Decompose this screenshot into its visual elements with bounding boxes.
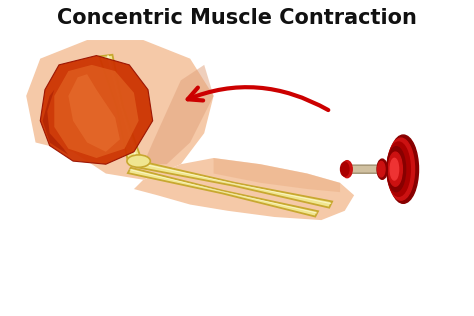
Ellipse shape — [388, 152, 402, 186]
Polygon shape — [99, 55, 140, 159]
Ellipse shape — [377, 159, 387, 179]
Polygon shape — [129, 169, 317, 214]
Ellipse shape — [390, 158, 399, 180]
Ellipse shape — [387, 138, 415, 200]
Polygon shape — [55, 65, 138, 158]
FancyBboxPatch shape — [343, 165, 403, 173]
Ellipse shape — [387, 147, 406, 192]
Polygon shape — [68, 74, 120, 152]
Polygon shape — [134, 158, 354, 220]
Ellipse shape — [388, 135, 419, 203]
Polygon shape — [214, 158, 340, 192]
Polygon shape — [139, 163, 331, 204]
Ellipse shape — [127, 155, 150, 167]
Text: Concentric Muscle Contraction: Concentric Muscle Contraction — [57, 8, 417, 28]
Ellipse shape — [342, 161, 352, 178]
Polygon shape — [43, 90, 68, 155]
Polygon shape — [40, 56, 153, 164]
Polygon shape — [143, 65, 214, 164]
Ellipse shape — [340, 162, 349, 176]
Ellipse shape — [387, 142, 410, 196]
Polygon shape — [26, 40, 214, 180]
Ellipse shape — [377, 161, 385, 177]
Polygon shape — [107, 55, 137, 158]
Polygon shape — [137, 161, 332, 208]
Polygon shape — [128, 168, 318, 216]
